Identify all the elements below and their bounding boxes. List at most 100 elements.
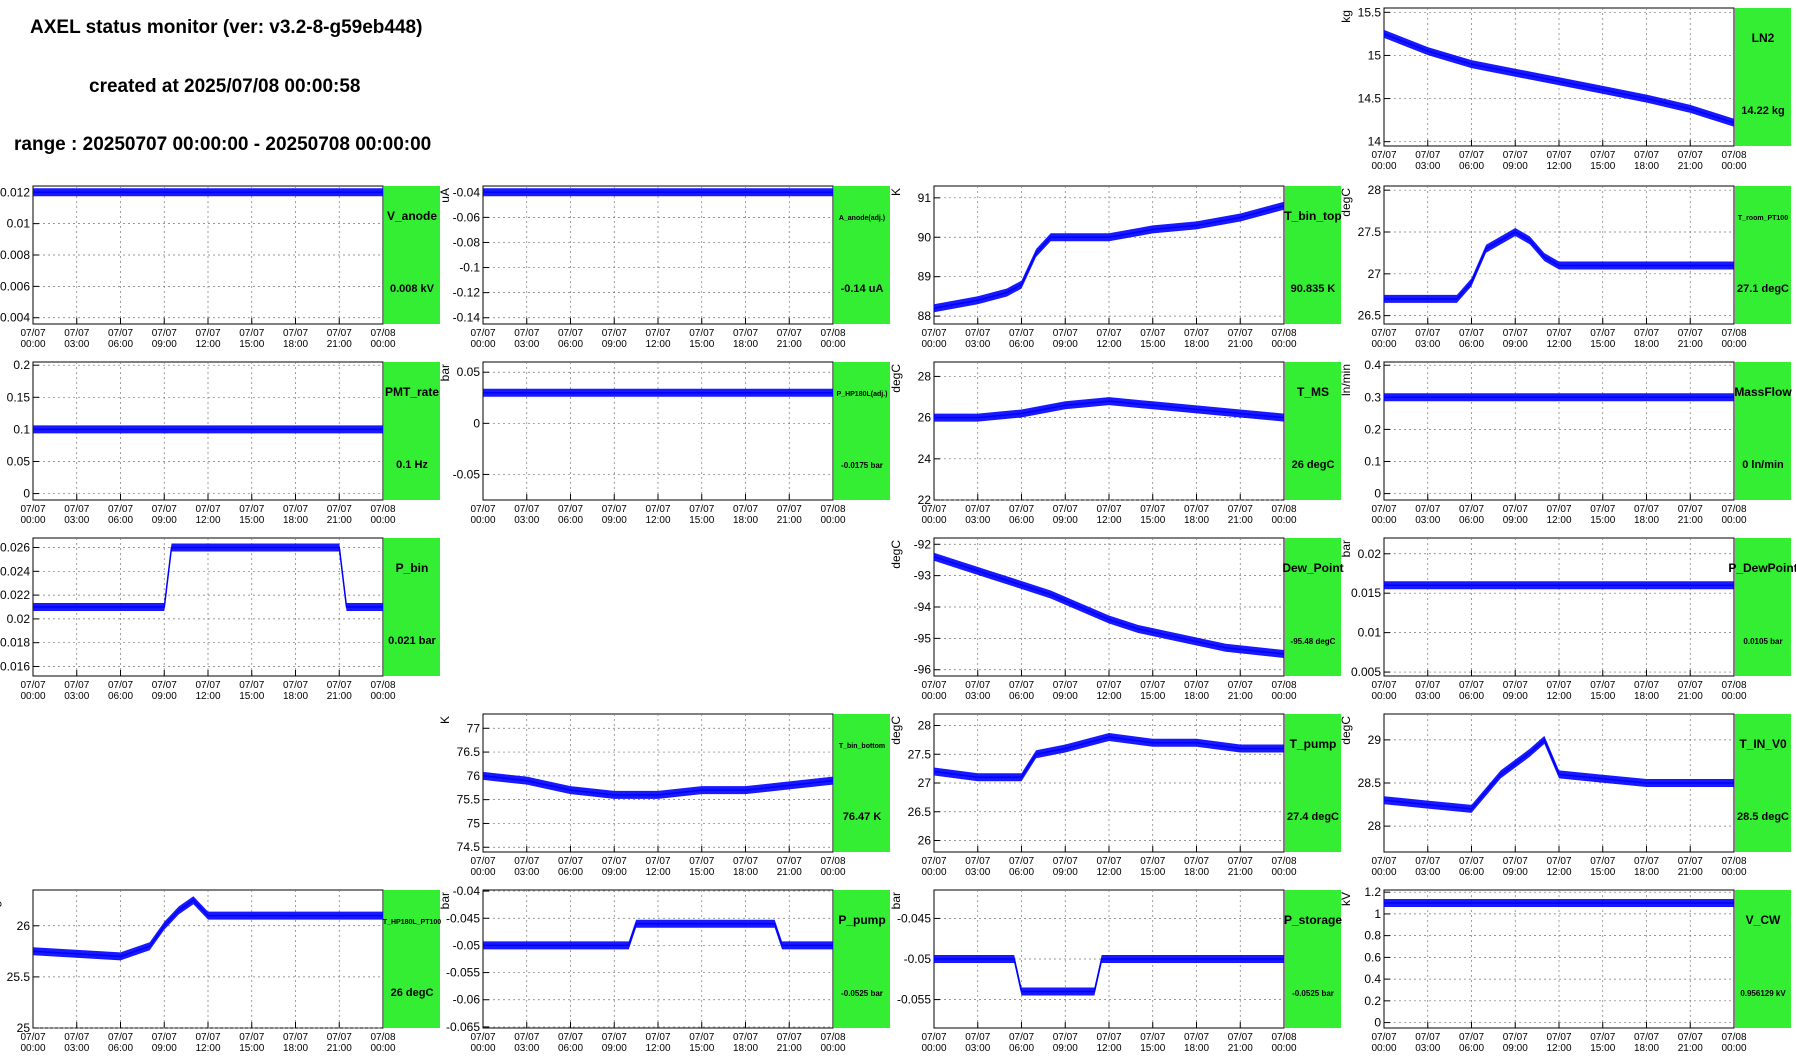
x-tick-label: 07/08 00:00 (370, 680, 395, 702)
x-tick-label: 07/07 03:00 (965, 1032, 990, 1054)
status-label: T_room_PT100 (1738, 215, 1788, 222)
x-tick-label: 07/07 12:00 (1546, 856, 1571, 878)
x-tick-label: 07/07 12:00 (1096, 680, 1121, 702)
x-tick-label: 07/07 00:00 (20, 328, 45, 350)
y-tick-label: 28.5 (1358, 776, 1382, 790)
x-tick-label: 07/07 00:00 (20, 1032, 45, 1054)
x-tick-label: 07/07 00:00 (470, 504, 495, 526)
x-tick-label: 07/08 00:00 (370, 1032, 395, 1054)
status-label: T_bin_top (1284, 209, 1341, 223)
y-tick-label: 1.2 (1364, 885, 1381, 899)
y-tick-label: 0.012 (0, 185, 30, 199)
x-tick-label: 07/07 15:00 (689, 856, 714, 878)
x-tick-label: 07/07 06:00 (1009, 1032, 1034, 1054)
x-tick-label: 07/08 00:00 (1721, 680, 1746, 702)
x-tick-label: 07/07 03:00 (965, 504, 990, 526)
status-label: PMT_rate (385, 385, 439, 399)
x-tick-label: 07/07 09:00 (152, 680, 177, 702)
status-box (384, 186, 440, 324)
page-title: AXEL status monitor (ver: v3.2-8-g59eb44… (30, 17, 423, 38)
y-axis-label: degC (889, 364, 903, 393)
status-value: -0.0175 bar (841, 461, 883, 470)
x-tick-label: 07/07 03:00 (965, 328, 990, 350)
x-tick-label: 07/07 12:00 (1546, 680, 1571, 702)
y-tick-label: -0.055 (897, 993, 931, 1007)
y-tick-label: 0.01 (7, 217, 31, 231)
y-axis-label: degC (889, 540, 903, 569)
x-tick-label: 07/07 18:00 (1634, 504, 1659, 526)
status-box (1735, 714, 1791, 852)
status-box (1735, 890, 1791, 1028)
x-tick-label: 07/07 12:00 (1546, 1032, 1571, 1054)
x-tick-label: 07/07 21:00 (327, 504, 352, 526)
y-axis-label: bar (1339, 540, 1353, 557)
status-label: V_anode (387, 209, 437, 223)
x-tick-label: 07/07 18:00 (733, 504, 758, 526)
status-box (1735, 538, 1791, 676)
x-tick-label: 07/07 18:00 (283, 1032, 308, 1054)
series-band (1384, 29, 1734, 127)
x-tick-label: 07/07 09:00 (602, 504, 627, 526)
status-box (1285, 538, 1341, 676)
x-tick-label: 07/08 00:00 (820, 1032, 845, 1054)
chart-panel: 07/07 00:00 07/07 03:00 07/07 06:00 07/07 09:00… (889, 537, 1344, 702)
y-tick-label: 75.5 (457, 793, 481, 807)
status-value: 0.0105 bar (1743, 637, 1782, 646)
x-tick-label: 07/07 15:00 (1590, 328, 1615, 350)
x-tick-label: 07/07 12:00 (195, 1032, 220, 1054)
y-axis-label: degC (889, 716, 903, 745)
y-tick-label: -96 (914, 663, 932, 677)
status-value: 90.835 K (1291, 283, 1336, 295)
x-tick-label: 07/08 00:00 (1271, 680, 1296, 702)
x-tick-label: 07/07 00:00 (1371, 328, 1396, 350)
chart-panel: 07/07 00:00 07/07 03:00 07/07 06:00 07/07 09:00… (438, 884, 890, 1054)
y-tick-label: -0.05 (904, 952, 932, 966)
y-tick-label: -0.06 (453, 993, 481, 1007)
chart-panel: 07/07 00:00 07/07 03:00 07/07 06:00 07/07 09:00… (1339, 713, 1791, 878)
x-tick-label: 07/07 21:00 (777, 856, 802, 878)
status-box (384, 890, 440, 1028)
status-value: 26 degC (1292, 459, 1335, 471)
y-tick-label: 26 (17, 919, 31, 933)
x-tick-label: 07/07 06:00 (558, 328, 583, 350)
y-tick-label: -0.1 (459, 261, 480, 275)
x-tick-label: 07/07 00:00 (921, 504, 946, 526)
y-axis-label: kV (1339, 892, 1353, 906)
y-tick-label: 26.5 (1358, 309, 1382, 323)
x-tick-label: 07/07 12:00 (1096, 1032, 1121, 1054)
x-tick-label: 07/07 06:00 (558, 1032, 583, 1054)
x-tick-label: 07/07 12:00 (1096, 328, 1121, 350)
y-tick-label: 0.022 (0, 588, 30, 602)
chart-panel: 07/07 00:00 07/07 03:00 07/07 06:00 07/07 09:00… (0, 358, 440, 526)
series-band (33, 896, 383, 961)
status-label: A_anode(adj.) (839, 215, 885, 222)
x-tick-label: 07/07 03:00 (64, 504, 89, 526)
y-tick-label: -93 (914, 569, 932, 583)
y-tick-label: -0.06 (453, 210, 481, 224)
status-box (834, 890, 890, 1028)
x-tick-label: 07/07 03:00 (64, 680, 89, 702)
series-line (1384, 231, 1734, 300)
status-label: T_HP180L_PT100 (383, 919, 441, 926)
x-tick-label: 07/07 18:00 (1184, 680, 1209, 702)
x-tick-label: 07/07 06:00 (1009, 856, 1034, 878)
y-tick-label: 0.1 (13, 422, 30, 436)
x-tick-label: 07/07 18:00 (1184, 856, 1209, 878)
chart-panel: 07/07 00:00 07/07 03:00 07/07 06:00 07/07 09:00… (0, 537, 440, 702)
y-axis-label: bar (0, 540, 2, 557)
y-tick-label: -94 (914, 600, 932, 614)
x-tick-label: 07/07 12:00 (195, 680, 220, 702)
x-tick-label: 07/07 06:00 (1459, 1032, 1484, 1054)
x-tick-label: 07/07 09:00 (152, 1032, 177, 1054)
status-value: 28.5 degC (1737, 811, 1789, 823)
y-tick-label: 15.5 (1358, 5, 1382, 19)
created-timestamp: created at 2025/07/08 00:00:58 (89, 76, 361, 97)
status-value: 0.008 kV (390, 283, 435, 295)
y-tick-label: 0.02 (1358, 547, 1382, 561)
x-tick-label: 07/07 15:00 (1140, 1032, 1165, 1054)
y-tick-label: 27 (1368, 267, 1382, 281)
status-label: V_CW (1746, 913, 1781, 927)
x-tick-label: 07/07 15:00 (1590, 1032, 1615, 1054)
y-tick-label: 27.5 (908, 747, 932, 761)
y-tick-label: 89 (918, 270, 932, 284)
